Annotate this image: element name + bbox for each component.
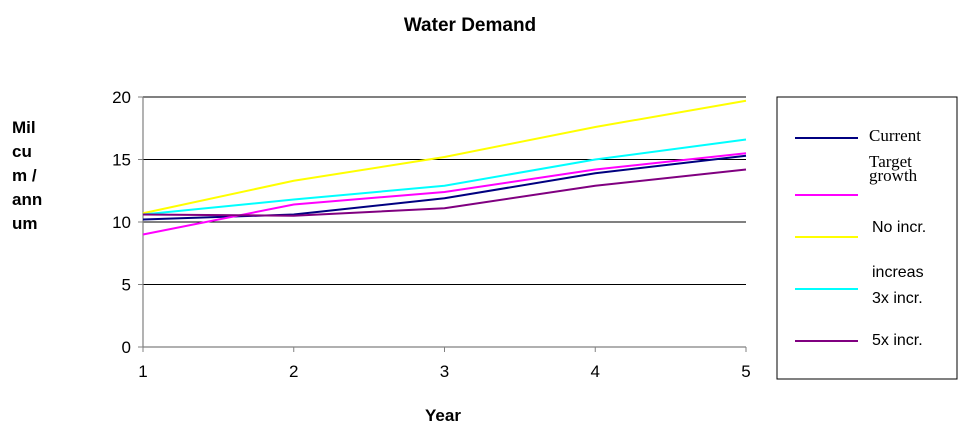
y-tick-label: 20	[112, 88, 131, 107]
y-axis-ticks: 0 5 10 15 20	[112, 88, 143, 357]
y-axis-title-line: m /	[12, 166, 37, 185]
chart-title: Water Demand	[404, 15, 536, 36]
legend-box	[776, 96, 958, 380]
series-line-2	[142, 99, 747, 215]
x-tick-label: 3	[440, 362, 449, 381]
y-axis-title: Mil cu m / ann um	[12, 118, 42, 233]
y-axis-title-line: um	[12, 214, 38, 233]
x-tick-label: 1	[138, 362, 147, 381]
x-tick-label: 5	[741, 362, 750, 381]
y-axis-title-line: ann	[12, 190, 42, 209]
y-axis-title-line: cu	[12, 142, 32, 161]
legend-label: 3x incr.	[872, 290, 923, 307]
series-line-4	[142, 168, 747, 217]
y-tick-label: 0	[122, 338, 131, 357]
legend-label: No incr.	[872, 219, 926, 236]
x-axis-ticks: 1 2 3 4 5	[138, 347, 751, 381]
x-axis-title: Year	[425, 406, 461, 425]
legend-label: 5x incr.	[872, 332, 923, 349]
series-line-0	[142, 154, 747, 221]
legend-label: Target	[869, 152, 912, 171]
series-line-3	[142, 138, 747, 216]
y-tick-label: 10	[112, 213, 131, 232]
x-tick-label: 2	[289, 362, 298, 381]
y-tick-label: 15	[112, 151, 131, 170]
series-lines	[142, 99, 747, 236]
y-axis-title-line: Mil	[12, 118, 36, 137]
x-tick-label: 4	[591, 362, 600, 381]
legend-label: increas	[872, 264, 924, 281]
legend-label: growth	[869, 166, 918, 185]
gridlines	[143, 96, 746, 285]
y-tick-label: 5	[122, 276, 131, 295]
legend-label: Current	[869, 126, 921, 145]
